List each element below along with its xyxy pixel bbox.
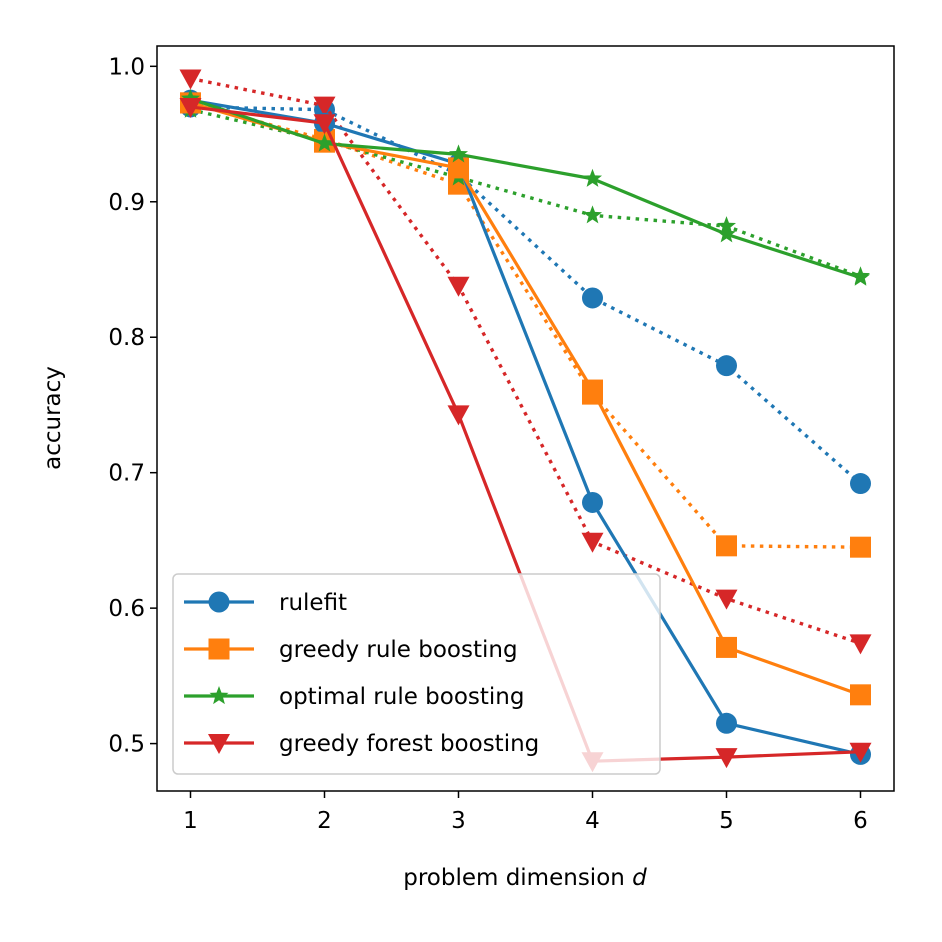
data-point-greedy-forest-boosting xyxy=(447,405,470,426)
data-point-greedy-rule-boosting xyxy=(448,157,469,179)
legend-label: greedy forest boosting xyxy=(279,731,539,757)
legend-item-greedy-rule-boosting: greedy rule boosting xyxy=(184,637,518,663)
legend-label: rulefit xyxy=(279,590,347,616)
data-point-greedy-rule-boosting xyxy=(850,684,871,706)
data-point-rulefit xyxy=(716,712,737,734)
data-point-greedy-forest-boosting xyxy=(849,634,872,655)
data-point-optimal-rule-boosting xyxy=(314,133,335,152)
data-point-greedy-rule-boosting xyxy=(716,535,737,557)
legend-item-rulefit: rulefit xyxy=(184,590,347,616)
legend: rulefit greedy rule boosting optimal rule … xyxy=(172,573,661,775)
y-axis: 0.5 0.6 0.7 0.8 0.9 1.0 xyxy=(108,54,157,758)
y-tick-label: 1.0 xyxy=(108,54,145,80)
data-point-rulefit xyxy=(582,287,603,309)
legend-item-greedy-forest-boosting: greedy forest boosting xyxy=(184,731,539,757)
data-point-greedy-rule-boosting xyxy=(716,636,737,658)
data-point-greedy-forest-boosting xyxy=(849,742,872,763)
data-point-rulefit xyxy=(850,473,871,495)
legend-label: optimal rule boosting xyxy=(279,684,524,710)
y-axis-label: accuracy xyxy=(40,366,66,470)
x-tick-label: 4 xyxy=(585,808,600,834)
y-tick-label: 0.8 xyxy=(108,325,145,351)
x-tick-label: 1 xyxy=(183,808,198,834)
data-point-optimal-rule-boosting xyxy=(448,144,469,163)
legend-item-optimal-rule-boosting: optimal rule boosting xyxy=(184,684,524,710)
legend-marker-greedy-forest-boosting xyxy=(208,734,230,754)
data-point-greedy-forest-boosting xyxy=(313,114,336,135)
data-point-optimal-rule-boosting xyxy=(582,205,603,224)
data-point-greedy-forest-boosting xyxy=(179,97,202,118)
x-tick-label: 5 xyxy=(719,808,734,834)
x-tick-label: 2 xyxy=(317,808,332,834)
legend-marker-optimal-rule-boosting xyxy=(209,686,229,705)
series-greedy-forest-boosting-dotted xyxy=(179,69,872,655)
data-point-optimal-rule-boosting xyxy=(582,168,603,187)
x-axis-label: problem dimension d xyxy=(403,865,647,891)
legend-marker-rulefit xyxy=(208,591,230,613)
series-line-optimal-rule-boosting-solid xyxy=(189,97,861,280)
data-point-greedy-rule-boosting xyxy=(582,379,603,401)
data-point-greedy-forest-boosting xyxy=(313,96,336,117)
data-point-optimal-rule-boosting xyxy=(716,224,737,243)
series-optimal-rule-boosting-solid xyxy=(180,88,871,286)
x-axis: 1 2 3 4 5 6 xyxy=(183,791,868,834)
y-tick-label: 0.7 xyxy=(108,461,145,487)
plot-frame xyxy=(156,45,895,792)
series-line-greedy-forest-boosting-dotted xyxy=(190,76,862,645)
data-point-rulefit xyxy=(716,355,737,377)
legend-box xyxy=(172,573,661,775)
y-tick-label: 0.9 xyxy=(108,190,145,216)
data-point-greedy-forest-boosting xyxy=(715,748,738,769)
plot-area: rulefit greedy rule boosting optimal rule … xyxy=(156,45,895,792)
data-point-optimal-rule-boosting xyxy=(850,267,871,286)
data-point-greedy-forest-boosting xyxy=(581,532,604,553)
y-tick-label: 0.5 xyxy=(108,732,145,758)
x-tick-label: 6 xyxy=(853,808,868,834)
data-point-rulefit xyxy=(582,491,603,513)
data-point-greedy-forest-boosting xyxy=(447,276,470,297)
data-point-greedy-forest-boosting xyxy=(715,589,738,610)
legend-marker-greedy-rule-boosting xyxy=(208,638,230,660)
data-point-greedy-forest-boosting xyxy=(179,69,202,90)
y-tick-label: 0.6 xyxy=(108,596,145,622)
legend-label: greedy rule boosting xyxy=(279,637,518,663)
series-layer xyxy=(179,69,872,773)
data-point-greedy-rule-boosting xyxy=(850,536,871,558)
x-tick-label: 3 xyxy=(451,808,466,834)
data-point-optimal-rule-boosting xyxy=(180,88,201,107)
